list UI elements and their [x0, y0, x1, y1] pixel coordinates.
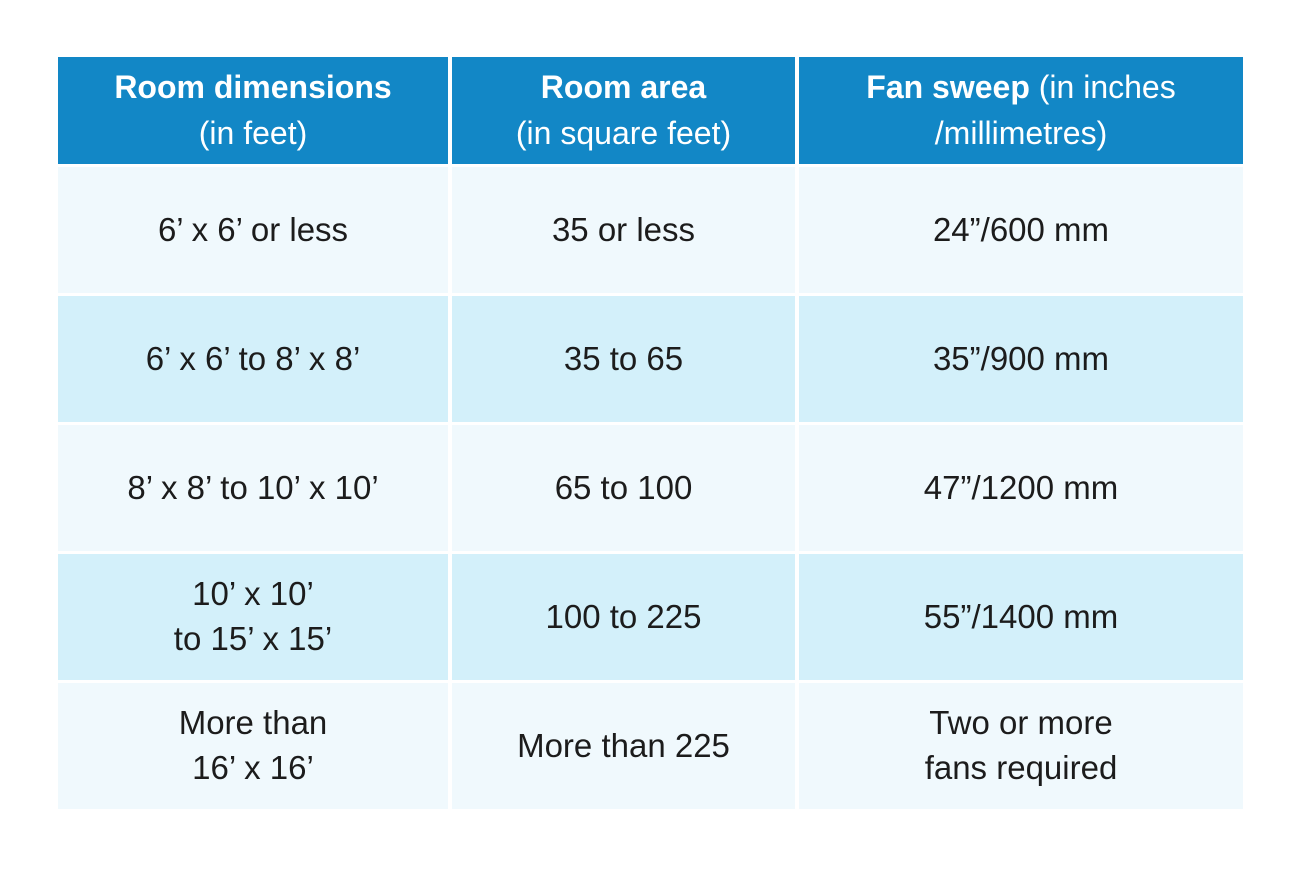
cell-fan-sweep: 47”/1200 mm	[799, 425, 1243, 551]
header-room-area-title: Room area	[540, 69, 707, 106]
table-row: 6’ x 6’ to 8’ x 8’ 35 to 65 35”/900 mm	[58, 296, 1243, 422]
header-room-dimensions: Room dimensions (in feet)	[58, 57, 448, 164]
cell-room-dimensions: 6’ x 6’ to 8’ x 8’	[58, 296, 448, 422]
header-room-area-unit: (in square feet)	[515, 114, 732, 151]
cell-room-dimensions: 6’ x 6’ or less	[58, 167, 448, 293]
header-room-area: Room area (in square feet)	[452, 57, 795, 164]
header-room-dimensions-unit: (in feet)	[198, 114, 308, 151]
cell-fan-sweep: 55”/1400 mm	[799, 554, 1243, 680]
table-row: 10’ x 10’ to 15’ x 15’ 100 to 225 55”/14…	[58, 554, 1243, 680]
cell-room-area: 35 or less	[452, 167, 795, 293]
fan-size-table-container: Room dimensions (in feet) Room area (in …	[54, 54, 1247, 812]
cell-fan-sweep: 35”/900 mm	[799, 296, 1243, 422]
cell-room-dimensions: 8’ x 8’ to 10’ x 10’	[58, 425, 448, 551]
header-room-dimensions-title: Room dimensions	[114, 69, 392, 106]
cell-fan-sweep: Two or more fans required	[799, 683, 1243, 809]
cell-room-area: More than 225	[452, 683, 795, 809]
cell-fan-sweep: 24”/600 mm	[799, 167, 1243, 293]
cell-room-area: 100 to 225	[452, 554, 795, 680]
cell-room-dimensions: More than 16’ x 16’	[58, 683, 448, 809]
cell-room-area: 65 to 100	[452, 425, 795, 551]
header-fan-sweep-title: Fan sweep	[866, 69, 1030, 106]
cell-room-dimensions: 10’ x 10’ to 15’ x 15’	[58, 554, 448, 680]
cell-room-area: 35 to 65	[452, 296, 795, 422]
fan-size-table: Room dimensions (in feet) Room area (in …	[54, 54, 1247, 812]
table-row: More than 16’ x 16’ More than 225 Two or…	[58, 683, 1243, 809]
table-row: 6’ x 6’ or less 35 or less 24”/600 mm	[58, 167, 1243, 293]
header-row: Room dimensions (in feet) Room area (in …	[58, 57, 1243, 164]
header-fan-sweep: Fan sweep (in inches /millimetres)	[799, 57, 1243, 164]
header-fan-sweep-unit: (in inches /millimetres)	[934, 69, 1176, 151]
table-row: 8’ x 8’ to 10’ x 10’ 65 to 100 47”/1200 …	[58, 425, 1243, 551]
